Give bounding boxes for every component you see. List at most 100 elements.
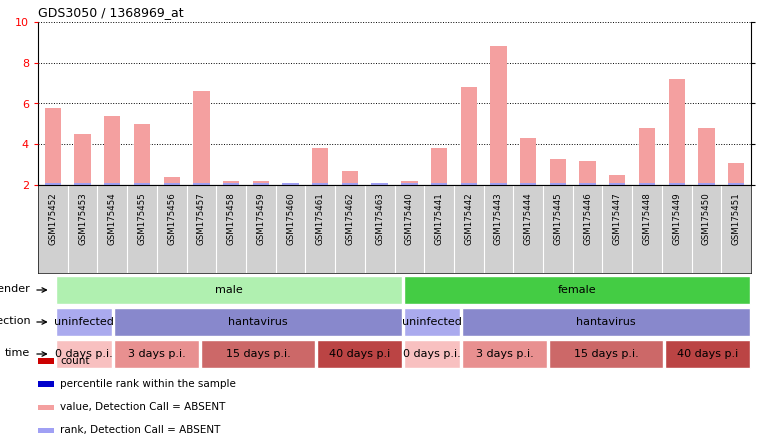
Bar <box>38 358 55 364</box>
Bar <box>56 340 112 368</box>
Bar <box>669 182 685 185</box>
Bar <box>253 182 269 185</box>
Text: 15 days p.i.: 15 days p.i. <box>225 349 291 359</box>
Text: uninfected: uninfected <box>402 317 462 327</box>
Bar <box>699 128 715 185</box>
Bar <box>193 182 209 185</box>
Bar <box>579 182 596 185</box>
Bar <box>114 308 402 336</box>
Text: GSM175461: GSM175461 <box>316 192 325 245</box>
Text: gender: gender <box>0 285 30 294</box>
Bar <box>404 308 460 336</box>
Bar <box>431 148 447 185</box>
Bar <box>549 182 566 185</box>
Text: 40 days p.i: 40 days p.i <box>329 349 390 359</box>
Text: value, Detection Call = ABSENT: value, Detection Call = ABSENT <box>60 402 225 412</box>
Text: 3 days p.i.: 3 days p.i. <box>128 349 186 359</box>
Bar <box>253 181 269 185</box>
Bar <box>460 87 477 185</box>
Bar <box>282 182 298 185</box>
Text: 3 days p.i.: 3 days p.i. <box>476 349 533 359</box>
Text: GSM175459: GSM175459 <box>256 192 266 245</box>
Text: time: time <box>5 349 30 358</box>
Bar <box>699 182 715 185</box>
Text: female: female <box>558 285 597 295</box>
Bar <box>609 182 626 185</box>
Bar <box>114 340 199 368</box>
Bar <box>134 124 150 185</box>
Text: GSM175456: GSM175456 <box>167 192 177 245</box>
Text: infection: infection <box>0 317 30 326</box>
Bar <box>317 340 402 368</box>
Text: GDS3050 / 1368969_at: GDS3050 / 1368969_at <box>38 6 183 19</box>
Bar <box>134 182 150 185</box>
Bar <box>312 182 329 185</box>
Text: GSM175446: GSM175446 <box>583 192 592 245</box>
Bar <box>728 163 744 185</box>
Text: GSM175454: GSM175454 <box>108 192 116 245</box>
Bar <box>38 404 55 410</box>
Bar <box>490 47 507 185</box>
Bar <box>490 182 507 185</box>
Bar <box>401 182 418 185</box>
Bar <box>401 181 418 185</box>
Text: GSM175450: GSM175450 <box>702 192 711 245</box>
Bar <box>462 308 750 336</box>
Bar <box>312 148 329 185</box>
Bar <box>104 182 120 185</box>
Text: GSM175458: GSM175458 <box>227 192 236 245</box>
Text: GSM175447: GSM175447 <box>613 192 622 245</box>
Bar <box>460 182 477 185</box>
Text: 0 days p.i.: 0 days p.i. <box>403 349 461 359</box>
Bar <box>404 276 750 304</box>
Text: GSM175448: GSM175448 <box>642 192 651 245</box>
Bar <box>579 161 596 185</box>
Bar <box>371 182 388 185</box>
Text: GSM175460: GSM175460 <box>286 192 295 245</box>
Bar <box>520 138 537 185</box>
Bar <box>728 182 744 185</box>
Bar <box>342 171 358 185</box>
Bar <box>223 182 239 185</box>
Text: 40 days p.i: 40 days p.i <box>677 349 738 359</box>
Text: male: male <box>215 285 243 295</box>
Bar <box>164 177 180 185</box>
Text: percentile rank within the sample: percentile rank within the sample <box>60 379 236 389</box>
Bar <box>520 182 537 185</box>
Text: GSM175449: GSM175449 <box>672 192 681 245</box>
Bar <box>45 182 61 185</box>
Bar <box>45 107 61 185</box>
Bar <box>38 381 55 387</box>
Bar <box>665 340 750 368</box>
Bar <box>193 91 209 185</box>
Text: GSM175455: GSM175455 <box>138 192 146 245</box>
Text: hantavirus: hantavirus <box>576 317 635 327</box>
Bar <box>38 428 55 433</box>
Text: hantavirus: hantavirus <box>228 317 288 327</box>
Text: GSM175441: GSM175441 <box>435 192 444 245</box>
Bar <box>549 340 663 368</box>
Bar <box>549 159 566 185</box>
Text: GSM175440: GSM175440 <box>405 192 414 245</box>
Bar <box>609 175 626 185</box>
Bar <box>371 183 388 185</box>
Text: GSM175463: GSM175463 <box>375 192 384 245</box>
Text: 15 days p.i.: 15 days p.i. <box>574 349 638 359</box>
Text: GSM175444: GSM175444 <box>524 192 533 245</box>
Bar <box>75 182 91 185</box>
Text: GSM175462: GSM175462 <box>345 192 355 245</box>
Bar <box>638 182 655 185</box>
Text: GSM175453: GSM175453 <box>78 192 87 245</box>
Bar <box>104 116 120 185</box>
Text: GSM175443: GSM175443 <box>494 192 503 245</box>
Text: GSM175442: GSM175442 <box>464 192 473 245</box>
Bar <box>201 340 315 368</box>
Bar <box>404 340 460 368</box>
Bar <box>638 128 655 185</box>
Bar <box>75 134 91 185</box>
Bar <box>342 182 358 185</box>
Text: rank, Detection Call = ABSENT: rank, Detection Call = ABSENT <box>60 425 221 435</box>
Text: 0 days p.i.: 0 days p.i. <box>55 349 113 359</box>
Bar <box>223 181 239 185</box>
Bar <box>56 308 112 336</box>
